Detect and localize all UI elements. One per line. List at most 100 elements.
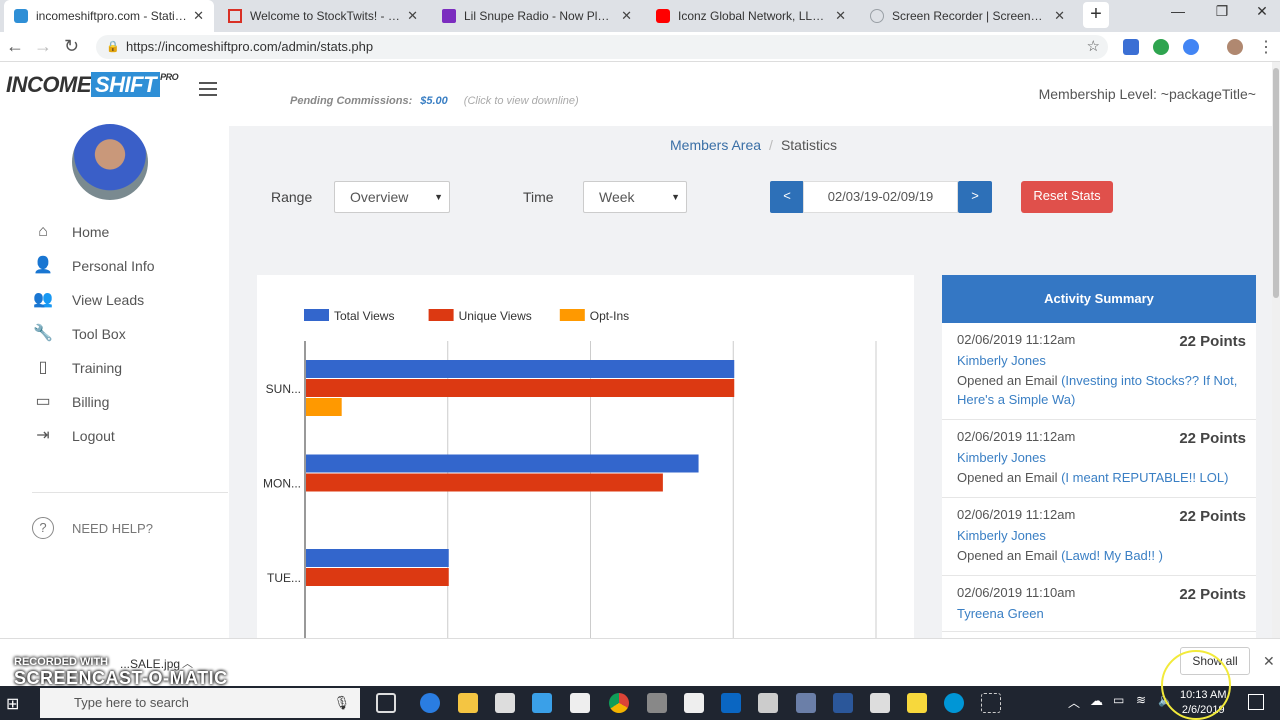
shield-extension-icon[interactable]	[1123, 39, 1139, 55]
bookmark-star-icon[interactable]: ☆	[1086, 38, 1100, 55]
new-tab-button[interactable]: +	[1083, 2, 1109, 28]
windows-start-icon[interactable]: ⊞	[6, 696, 20, 713]
snip-icon[interactable]	[981, 693, 1001, 713]
browser-tab[interactable]: Iconz Global Network, LLC. - Yo ✕	[646, 0, 856, 32]
app-icon[interactable]	[796, 693, 816, 713]
sidebar-item-tool-box[interactable]: 🔧 Tool Box	[32, 322, 126, 346]
close-tab-icon[interactable]: ✕	[621, 8, 632, 23]
word-icon[interactable]	[833, 693, 853, 713]
restore-button[interactable]: ❐	[1215, 3, 1229, 19]
sticky-notes-icon[interactable]	[907, 693, 927, 713]
sidebar: INCOME SHIFT PRO ⌂ Home 👤 Personal Info 👥 …	[0, 62, 229, 638]
page-scrollbar[interactable]	[1272, 62, 1280, 638]
range-select[interactable]: Overview ▼	[334, 181, 450, 213]
activity-person-link[interactable]: Tyreena Green	[957, 606, 1044, 621]
time-select[interactable]: Week ▼	[583, 181, 687, 213]
activity-time: 02/06/2019 11:10am	[957, 585, 1076, 600]
activity-email-link[interactable]: (Investing into Stocks?? If Not, Here's …	[957, 373, 1238, 407]
sidebar-item-logout[interactable]: ⇥ Logout	[32, 424, 115, 448]
task-view-icon[interactable]	[376, 693, 396, 713]
app-icon[interactable]	[532, 693, 552, 713]
screencast-extension-icon[interactable]	[1183, 39, 1199, 55]
browser-tab[interactable]: Welcome to StockTwits! - icon ✕	[218, 0, 428, 32]
activity-email-link[interactable]: (I meant REPUTABLE!! LOL)	[1061, 470, 1229, 485]
profile-avatar-icon[interactable]	[1227, 39, 1243, 55]
edge-icon[interactable]	[420, 693, 440, 713]
system-tray-chevron-icon[interactable]: ︿	[1068, 696, 1081, 710]
close-tab-icon[interactable]: ✕	[407, 8, 418, 23]
cursor-highlight	[1161, 650, 1231, 720]
legend-label: Unique Views	[459, 309, 532, 323]
hp-icon[interactable]	[944, 693, 964, 713]
membership-level: Membership Level: ~packageTitle~	[1038, 86, 1256, 102]
hamburger-menu-icon[interactable]	[199, 82, 217, 96]
reset-stats-button[interactable]: Reset Stats	[1021, 181, 1113, 213]
wifi-icon[interactable]: ≋	[1136, 693, 1147, 707]
sidebar-item-billing[interactable]: ▭ Billing	[32, 390, 109, 414]
linkedin-icon[interactable]	[721, 693, 741, 713]
minimize-button[interactable]: —	[1171, 3, 1185, 19]
next-week-button[interactable]: >	[958, 181, 992, 213]
mail-icon[interactable]	[570, 693, 590, 713]
legend-swatch	[559, 309, 585, 321]
green-extension-icon[interactable]	[1153, 39, 1169, 55]
downloaded-file[interactable]: ...SALE.jpg	[120, 657, 181, 671]
scrollbar-thumb[interactable]	[1273, 68, 1279, 298]
breadcrumb-members-area[interactable]: Members Area	[670, 137, 762, 153]
close-tab-icon[interactable]: ✕	[193, 8, 204, 23]
file-explorer-icon[interactable]	[458, 693, 478, 713]
sidebar-item-home[interactable]: ⌂ Home	[32, 220, 109, 244]
incomeshift-logo[interactable]: INCOME SHIFT PRO	[6, 72, 179, 98]
notification-icon[interactable]	[1248, 694, 1264, 710]
forward-button[interactable]: →	[34, 36, 52, 56]
cloud-icon[interactable]: ☁	[1090, 693, 1103, 708]
close-icon[interactable]: ✕	[1263, 653, 1275, 669]
prev-week-button[interactable]: <	[770, 181, 804, 213]
taskbar-search[interactable]: Type here to search 🎙	[40, 688, 360, 718]
activity-person-link[interactable]: Kimberly Jones	[957, 528, 1046, 543]
chevron-up-icon[interactable]: ︿	[182, 658, 193, 670]
user-avatar[interactable]	[72, 124, 148, 200]
activity-points: 22 Points	[1179, 586, 1246, 603]
back-button[interactable]: ←	[6, 36, 24, 56]
activity-person-link[interactable]: Kimberly Jones	[957, 353, 1046, 368]
book-icon: ▯	[38, 359, 48, 376]
pending-commissions[interactable]: Pending Commissions: $5.00 (Click to view …	[290, 95, 579, 107]
range-label: Range	[271, 189, 313, 205]
calculator-icon[interactable]	[647, 693, 667, 713]
need-help-link[interactable]: ? NEED HELP?	[32, 517, 153, 539]
chart-bar	[306, 568, 449, 586]
camera-icon[interactable]	[684, 693, 704, 713]
activity-email-link[interactable]: (Lawd! My Bad!! )	[1061, 548, 1163, 563]
app-icon[interactable]	[870, 693, 890, 713]
chevron-down-icon: ▼	[434, 192, 443, 202]
microphone-icon[interactable]: 🎙	[333, 695, 350, 710]
sidebar-item-personal-info[interactable]: 👤 Personal Info	[32, 254, 154, 278]
pending-amount: $5.00	[420, 95, 448, 107]
url-bar[interactable]: 🔒 https://incomeshiftpro.com/admin/stats…	[96, 35, 1108, 59]
activity-description: Opened an Email (Investing into Stocks??…	[957, 371, 1246, 409]
sidebar-item-view-leads[interactable]: 👥 View Leads	[32, 288, 144, 312]
browser-tab[interactable]: Screen Recorder | Screencast-O ✕	[860, 0, 1075, 32]
browser-tab[interactable]: Lil Snupe Radio - Now Playing ✕	[432, 0, 642, 32]
close-window-button[interactable]: ✕	[1256, 3, 1268, 19]
category-label: SUN...	[266, 382, 301, 396]
chrome-menu-icon[interactable]: ⋮	[1258, 39, 1274, 56]
reload-button[interactable]: ↻	[64, 36, 80, 56]
chrome-icon[interactable]	[609, 693, 629, 713]
close-tab-icon[interactable]: ✕	[835, 8, 846, 23]
activity-points: 22 Points	[1179, 430, 1246, 447]
time-select-value: Week	[599, 189, 635, 205]
activity-description: Opened an Email (Lawd! My Bad!! )	[957, 546, 1246, 565]
category-label: TUE...	[267, 571, 301, 585]
date-range-field[interactable]: 02/03/19-02/09/19	[803, 181, 958, 213]
browser-tab[interactable]: incomeshiftpro.com - Statistics ✕	[4, 0, 214, 32]
battery-icon[interactable]: ▭	[1113, 693, 1125, 707]
chart-bar	[306, 360, 735, 378]
photos-icon[interactable]	[758, 693, 778, 713]
gmail-icon	[228, 9, 242, 23]
close-tab-icon[interactable]: ✕	[1054, 8, 1065, 23]
store-icon[interactable]	[495, 693, 515, 713]
sidebar-item-training[interactable]: ▯ Training	[32, 356, 122, 380]
activity-person-link[interactable]: Kimberly Jones	[957, 450, 1046, 465]
